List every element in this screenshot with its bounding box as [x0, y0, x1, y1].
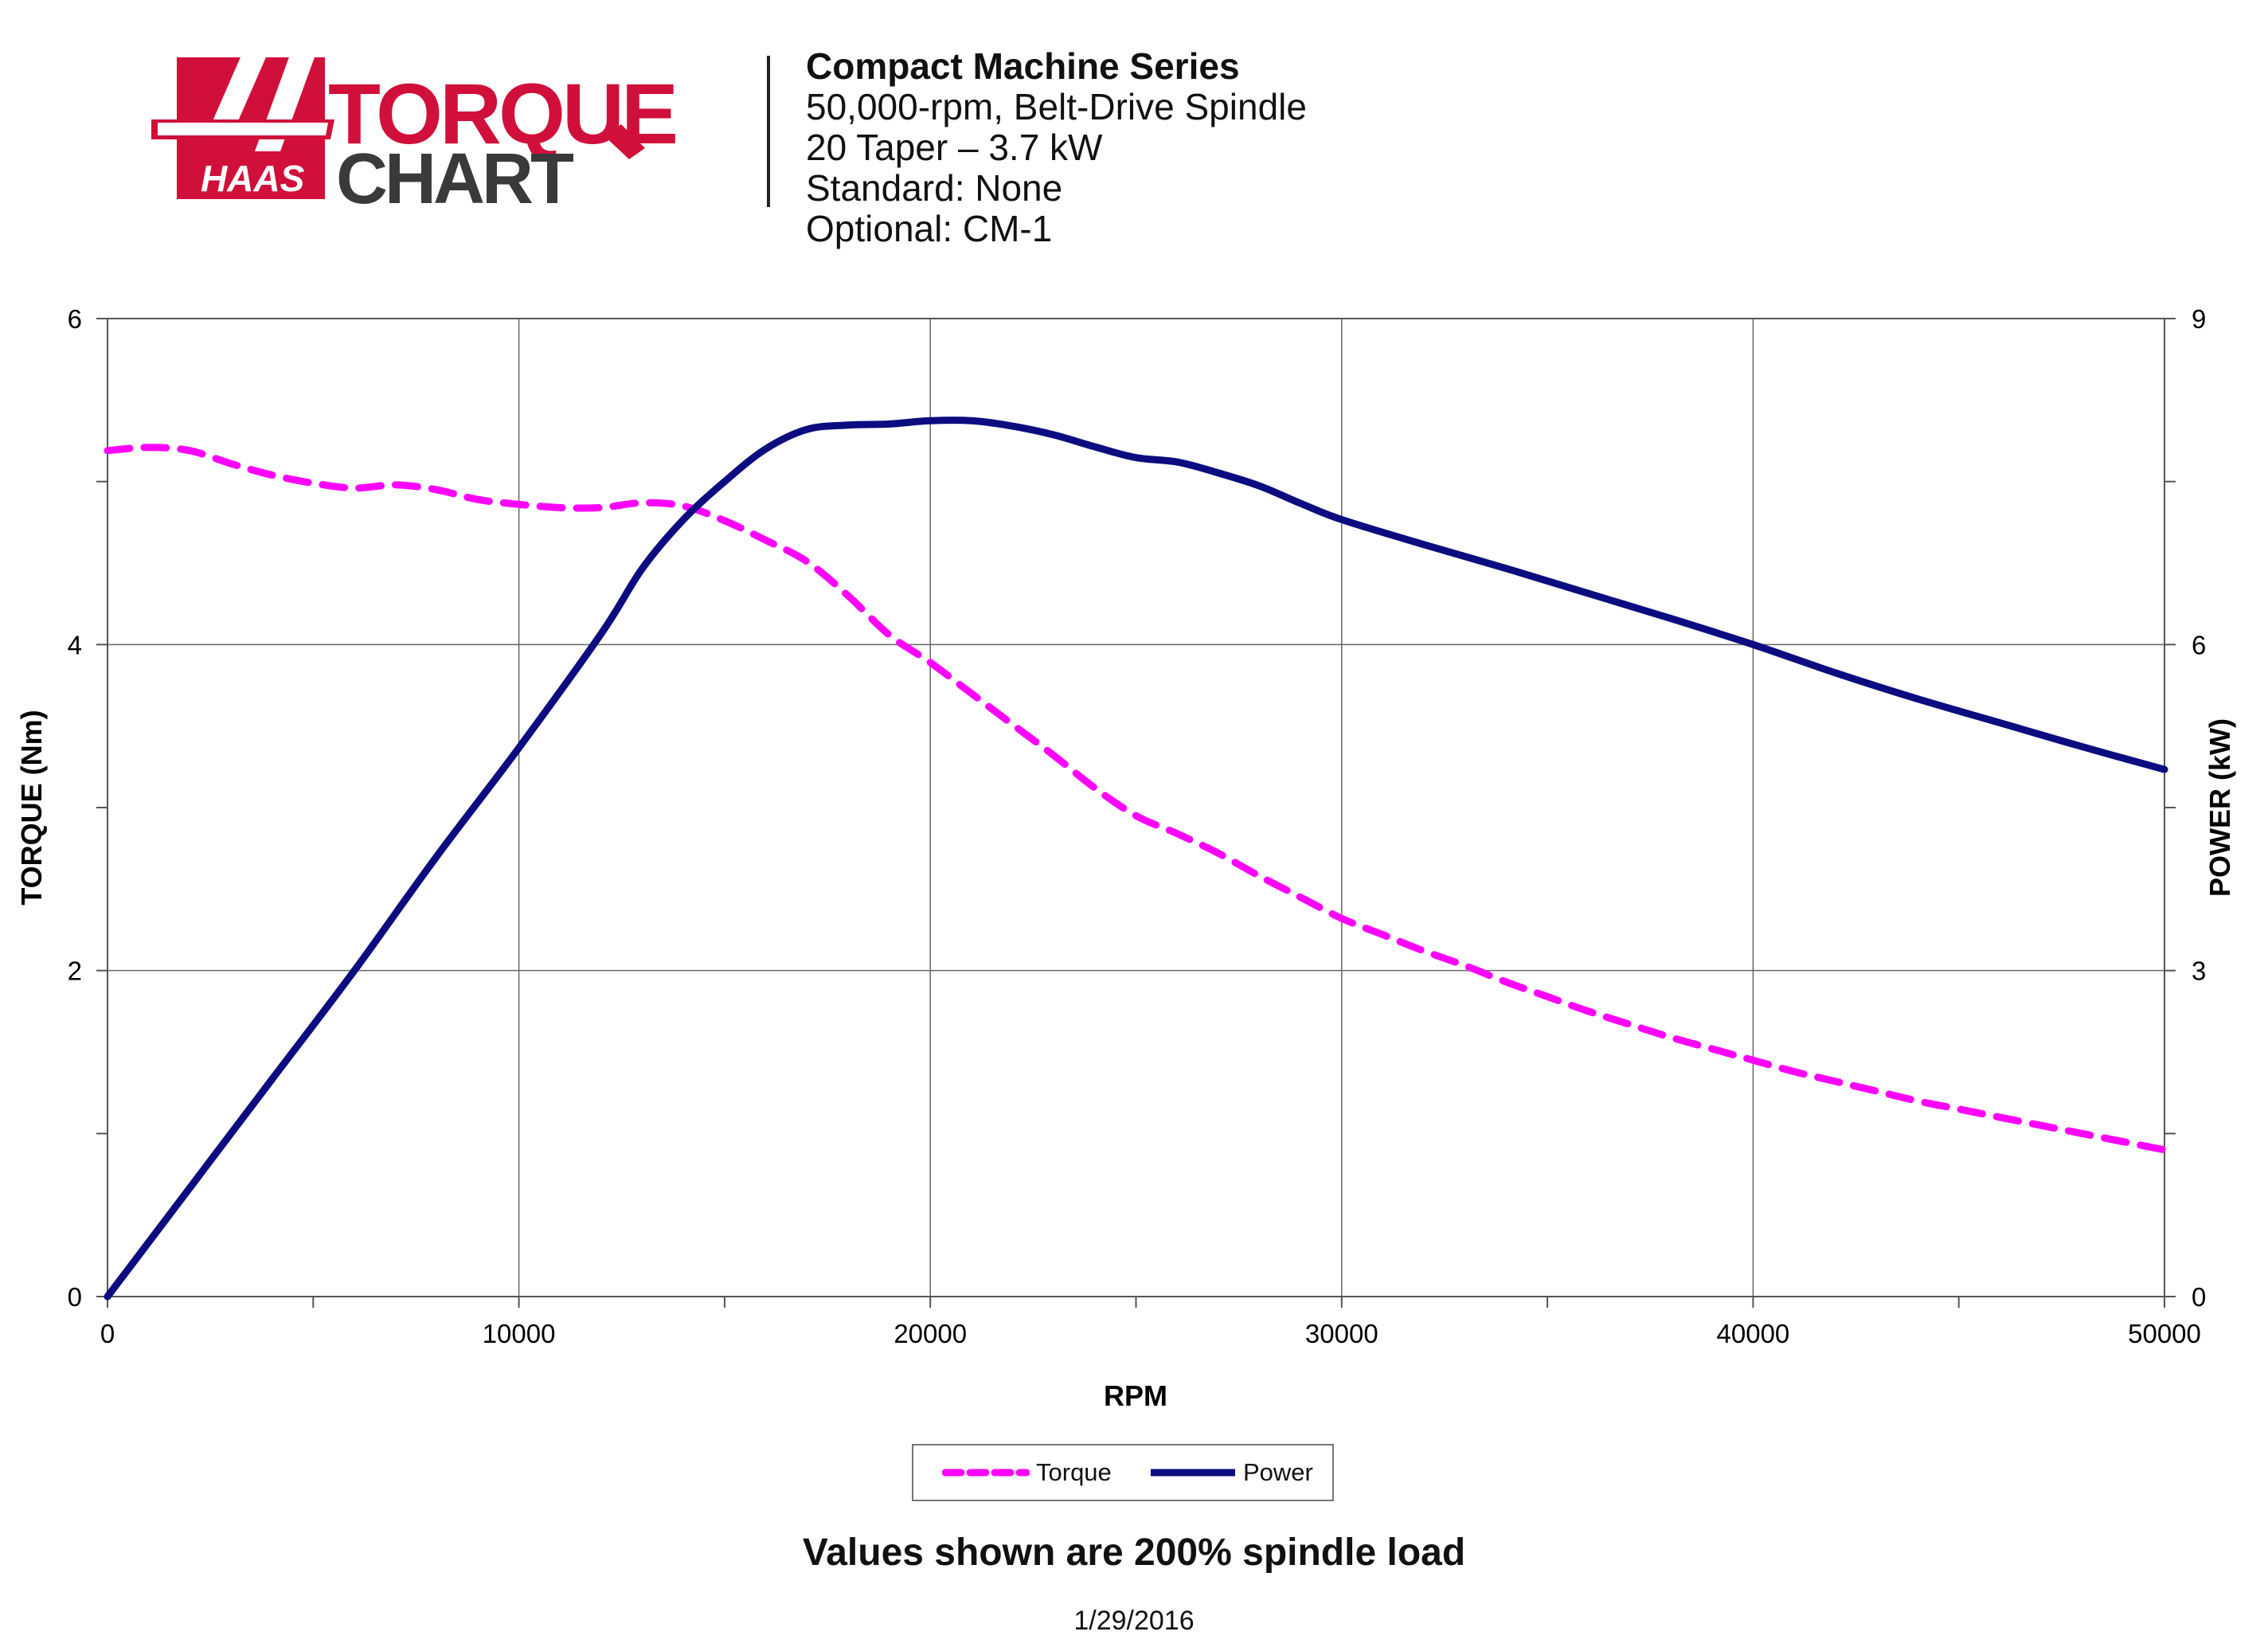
header-line-optional: Optional: CM-1 [806, 208, 1053, 249]
logo-graphic: HAAS TORQUE CHART [151, 46, 678, 219]
spindle-load-note: Values shown are 200% spindle load [802, 1532, 1466, 1574]
header-block: Compact Machine Series 50,000-rpm, Belt-… [806, 46, 1307, 249]
y-left-tick-labels: 0 2 4 6 [68, 304, 82, 1312]
header-line-standard: Standard: None [806, 167, 1063, 209]
logo-q-tail [604, 124, 645, 159]
series-line-power [104, 417, 2168, 1301]
logo-h-stroke-left [207, 46, 271, 134]
y-axis-right-label: POWER (kW) [2203, 718, 2236, 897]
chart-date: 1/29/2016 [1073, 1606, 1195, 1636]
legend-item-power: Power [1149, 1446, 1313, 1500]
y-right-tick-label: 6 [2192, 630, 2206, 659]
header-line-taper: 20 Taper – 3.7 kW [806, 127, 1103, 168]
x-tick-label: 10000 [483, 1319, 556, 1348]
x-axis-label: RPM [1104, 1379, 1167, 1412]
haas-torque-chart-logo: HAAS TORQUE CHART [151, 40, 733, 219]
x-tick-label: 20000 [894, 1319, 967, 1348]
legend-item-torque: Torque [942, 1446, 1112, 1500]
header-title: Compact Machine Series [806, 45, 1240, 87]
x-tick-label: 50000 [2128, 1319, 2201, 1348]
x-tick-label: 0 [100, 1319, 115, 1348]
y-left-tick-label: 2 [68, 957, 82, 986]
legend-swatch-power [1151, 1469, 1235, 1477]
legend-label-power: Power [1243, 1458, 1313, 1486]
header-divider [767, 56, 770, 207]
plot-frame [107, 318, 2165, 1297]
legend-swatch-torque [942, 1469, 1030, 1477]
logo-haas-text: HAAS [201, 158, 305, 199]
logo-chart-word: CHART [336, 139, 574, 211]
chart-ticks [96, 318, 2176, 1308]
x-tick-labels: 0 10000 20000 30000 40000 50000 [100, 1319, 2201, 1348]
x-tick-label: 40000 [1717, 1319, 1790, 1348]
y-right-tick-label: 9 [2192, 304, 2206, 334]
header-line-spindle: 50,000-rpm, Belt-Drive Spindle [806, 86, 1307, 127]
y-left-tick-label: 4 [68, 630, 82, 659]
y-left-tick-label: 0 [68, 1282, 82, 1312]
legend-label-torque: Torque [1036, 1458, 1112, 1486]
y-right-tick-label: 3 [2192, 957, 2206, 986]
y-right-tick-label: 0 [2192, 1282, 2206, 1312]
chart-grid [107, 318, 2165, 1297]
y-axis-left-label: TORQUE (Nm) [15, 710, 48, 905]
y-right-tick-labels: 0 3 6 9 [2192, 304, 2206, 1312]
chart-legend: Torque Power [912, 1444, 1334, 1501]
torque-power-chart: 0 10000 20000 30000 40000 50000 0 2 4 6 0 3 6 9 RPM… [15, 304, 2236, 1412]
logo-crossbar-inner [158, 123, 328, 135]
y-left-tick-label: 6 [68, 304, 82, 334]
series-line-torque [104, 444, 2168, 1154]
x-tick-label: 30000 [1305, 1319, 1378, 1348]
